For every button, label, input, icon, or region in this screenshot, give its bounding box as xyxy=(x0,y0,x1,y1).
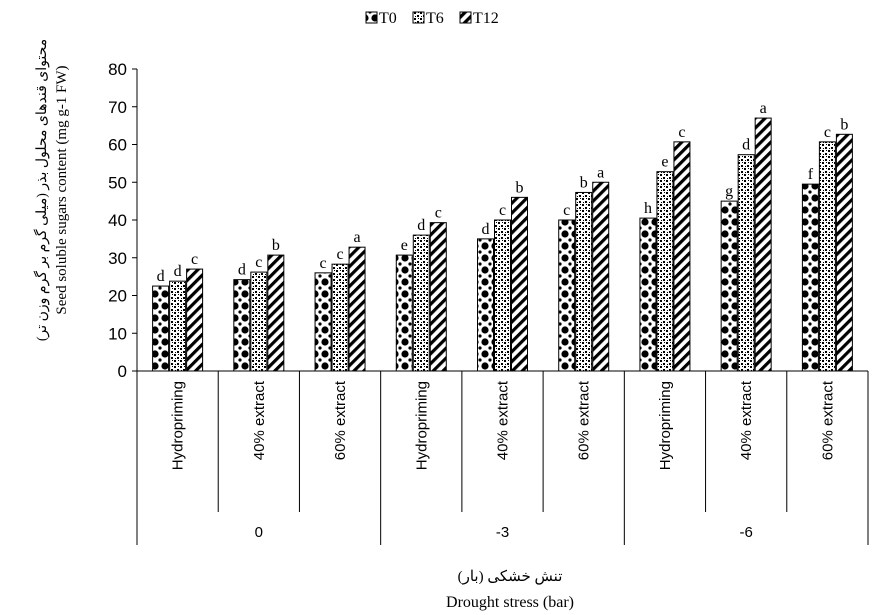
category-label: Hydropriming xyxy=(657,381,674,470)
significance-letter: d xyxy=(174,263,182,280)
x-axis-title-persian: تنش خشکی (بار) xyxy=(458,569,563,585)
y-tick-label: 0 xyxy=(118,362,127,381)
significance-letter: e xyxy=(401,237,408,254)
significance-letter: c xyxy=(320,255,327,272)
y-tick-label: 10 xyxy=(108,324,127,343)
y-tick-label: 20 xyxy=(108,287,127,306)
bar-t0 xyxy=(395,254,413,372)
legend-swatch-t6 xyxy=(412,11,425,24)
legend-label: T6 xyxy=(426,10,444,27)
bar-t12 xyxy=(348,246,366,372)
category-label: 60% extract xyxy=(576,380,593,460)
bar-t0 xyxy=(720,200,738,372)
bar-t12 xyxy=(673,141,691,372)
x-axis-title: Drought stress (bar) xyxy=(446,594,574,611)
bar-t6 xyxy=(575,191,593,372)
bar-t0 xyxy=(558,219,576,372)
significance-letter: c xyxy=(499,202,506,219)
group-label: -6 xyxy=(739,524,752,541)
bar-t0 xyxy=(152,285,170,372)
bar-t12 xyxy=(267,254,285,372)
legend: T0 T6 T12 xyxy=(365,10,499,27)
bar-t0 xyxy=(801,183,819,372)
significance-letter: b xyxy=(840,116,848,133)
bar-t0 xyxy=(233,279,251,372)
significance-letter: b xyxy=(272,237,280,254)
significance-letter: c xyxy=(191,251,198,268)
bar-t6 xyxy=(331,263,349,372)
y-axis-title-persian: محتوای قندهای محلول بذر (میلی گرم بر گرم… xyxy=(33,39,50,341)
significance-letter: c xyxy=(678,124,685,141)
bar-t6 xyxy=(412,234,430,372)
significance-letter: c xyxy=(255,254,262,271)
category-label: Hydropriming xyxy=(170,381,187,470)
y-tick-label: 50 xyxy=(108,173,127,192)
significance-letter: h xyxy=(644,200,652,217)
bar-t12 xyxy=(835,133,853,372)
bar-t6 xyxy=(737,154,755,372)
significance-letter: a xyxy=(760,100,767,117)
y-tick-label: 30 xyxy=(108,249,127,268)
x-axis: Hydropriming 40% extract 60% extract Hydrop… xyxy=(136,370,869,545)
bar-t6 xyxy=(169,280,187,372)
bar-t0 xyxy=(639,217,657,372)
significance-letter: b xyxy=(516,179,524,196)
significance-letter: c xyxy=(824,124,831,141)
category-label: 60% extract xyxy=(332,380,349,460)
y-tick-label: 70 xyxy=(108,98,127,117)
y-axis: 0 10 20 30 40 50 60 70 80 xyxy=(108,60,138,381)
bar-t6 xyxy=(494,219,511,372)
bar-t0 xyxy=(314,272,332,372)
category-label: 40% extract xyxy=(738,380,755,460)
y-tick-label: 40 xyxy=(108,211,127,230)
y-axis-title-group: محتوای قندهای محلول بذر (میلی گرم بر گرم… xyxy=(33,39,70,341)
y-tick-label: 60 xyxy=(108,136,127,155)
significance-letter: f xyxy=(808,166,814,183)
category-label: 40% extract xyxy=(495,380,512,460)
category-label: Hydropriming xyxy=(413,381,430,470)
significance-letter: g xyxy=(725,183,733,200)
bar-t6 xyxy=(656,171,674,372)
bar-t12 xyxy=(754,117,772,372)
legend-swatch-t0 xyxy=(365,11,378,24)
bar-t12 xyxy=(429,222,447,372)
significance-letter: c xyxy=(563,202,570,219)
significance-letter: d xyxy=(742,137,750,154)
significance-letter: d xyxy=(417,217,425,234)
category-label: 60% extract xyxy=(819,380,836,460)
bar-t6 xyxy=(250,271,268,372)
group-label: 0 xyxy=(255,524,263,541)
significance-letter: a xyxy=(354,229,361,246)
bar-t6 xyxy=(818,141,836,372)
y-axis-title: Seed soluble sugars content (mg g-1 FW) xyxy=(54,65,70,314)
significance-letter: a xyxy=(597,164,604,181)
significance-letter: c xyxy=(435,205,442,222)
legend-label: T0 xyxy=(379,10,397,27)
group-label: -3 xyxy=(496,524,509,541)
bar-t12 xyxy=(511,196,528,372)
bar-t0 xyxy=(477,238,494,372)
significance-letter: c xyxy=(337,246,344,263)
bar-t12 xyxy=(186,268,204,372)
significance-letter: b xyxy=(580,174,588,191)
category-label: 40% extract xyxy=(251,380,268,460)
significance-letter: d xyxy=(157,268,165,285)
significance-letter: d xyxy=(238,262,246,279)
significance-letter: d xyxy=(482,221,490,238)
legend-swatch-t12 xyxy=(459,11,472,24)
bar-t12 xyxy=(592,181,610,372)
bars xyxy=(152,117,853,372)
legend-label: T12 xyxy=(473,10,499,27)
y-tick-label: 80 xyxy=(108,60,127,79)
significance-letter: e xyxy=(661,154,668,171)
